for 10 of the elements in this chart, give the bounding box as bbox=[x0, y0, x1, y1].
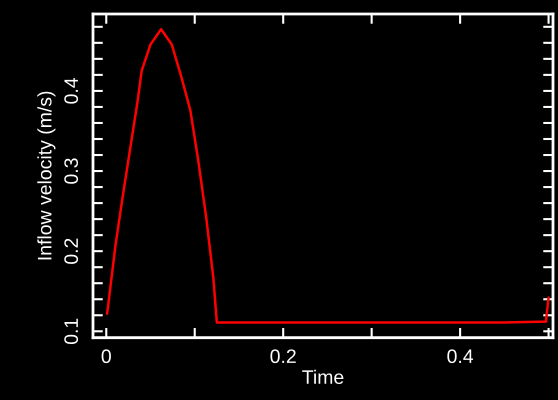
y-tick-label: 0.1 bbox=[64, 318, 78, 344]
line-series bbox=[106, 28, 550, 324]
x-tick-label: 0 bbox=[102, 349, 111, 364]
x-axis-title: Time bbox=[302, 370, 344, 384]
y-tick-label: 0.4 bbox=[64, 78, 78, 104]
x-tick-label: 0.2 bbox=[270, 349, 296, 364]
y-axis-title: Inflow velocity (m/s) bbox=[37, 92, 56, 260]
y-tick-label: 0.3 bbox=[64, 158, 78, 184]
y-tick-label: 0.2 bbox=[64, 238, 78, 264]
x-tick-label: 0.4 bbox=[447, 349, 474, 364]
